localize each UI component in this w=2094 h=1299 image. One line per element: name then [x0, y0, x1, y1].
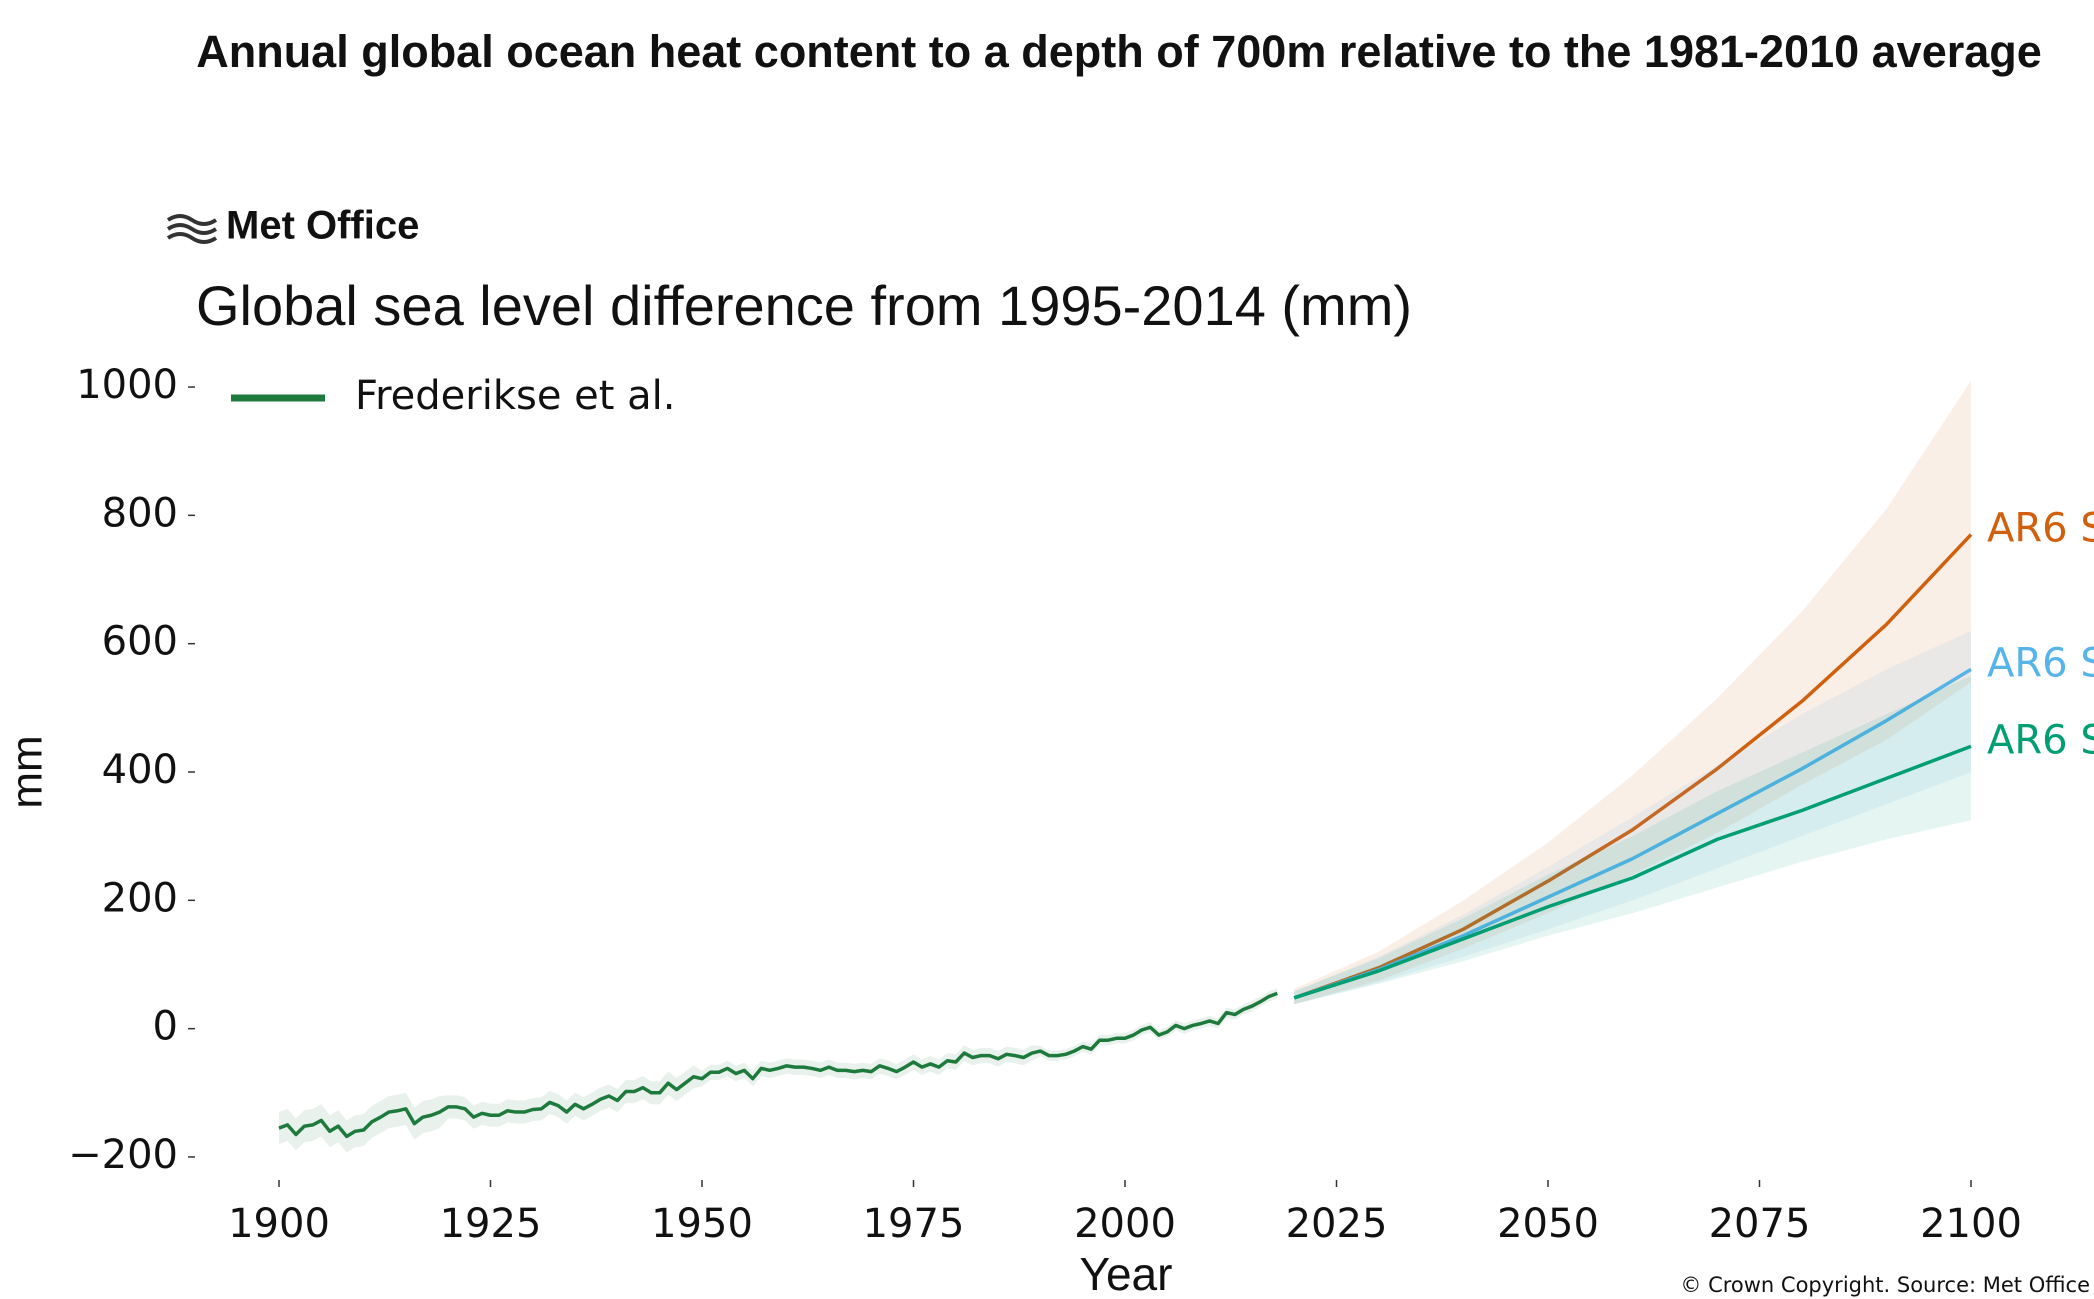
y-tick-label: 800 — [102, 490, 178, 536]
x-tick-label: 1900 — [228, 1201, 330, 1247]
y-tick-label: −200 — [68, 1132, 178, 1178]
page-title: Annual global ocean heat content to a de… — [196, 26, 2042, 77]
source-note: © Crown Copyright. Source: Met Office — [1680, 1273, 2090, 1297]
x-tick-label: 2050 — [1497, 1201, 1599, 1247]
x-tick-label: 2000 — [1074, 1201, 1176, 1247]
x-tick-label: 2100 — [1920, 1201, 2022, 1247]
x-axis-label: Year — [1080, 1248, 1173, 1299]
y-tick-label: 200 — [102, 875, 178, 921]
series-line — [1293, 744, 1972, 1000]
logo-icon — [166, 214, 218, 244]
x-tick-label: 1925 — [440, 1201, 542, 1247]
series-end-label: AR6 S — [1987, 506, 2094, 552]
series-end-label: AR6 S — [1987, 640, 2094, 686]
logo-text: Met Office — [226, 204, 419, 248]
uncertainty-band — [1294, 630, 1971, 1005]
series-end-label: AR6 S — [1987, 717, 2094, 763]
x-tick-label: 2075 — [1709, 1201, 1811, 1247]
series-line — [1293, 533, 1973, 1000]
x-tick-label: 2025 — [1286, 1201, 1388, 1247]
x-tick-label: 1975 — [863, 1201, 965, 1247]
y-tick-label: 400 — [102, 747, 178, 793]
legend-label: Frederikse et al. — [355, 373, 676, 419]
y-axis-label: mm — [3, 735, 52, 808]
y-tick-label: 600 — [102, 619, 178, 665]
uncertainty-band — [1294, 675, 1971, 1005]
x-tick-label: 1950 — [651, 1201, 753, 1247]
y-tick-label: 0 — [153, 1004, 178, 1050]
uncertainty-band — [279, 988, 1278, 1153]
y-tick-label: 1000 — [76, 362, 178, 408]
series-line — [278, 991, 1278, 1139]
series-line — [1293, 667, 1972, 1000]
chart-title: Global sea level difference from 1995-20… — [196, 274, 1412, 337]
uncertainty-band — [1294, 380, 1971, 1005]
